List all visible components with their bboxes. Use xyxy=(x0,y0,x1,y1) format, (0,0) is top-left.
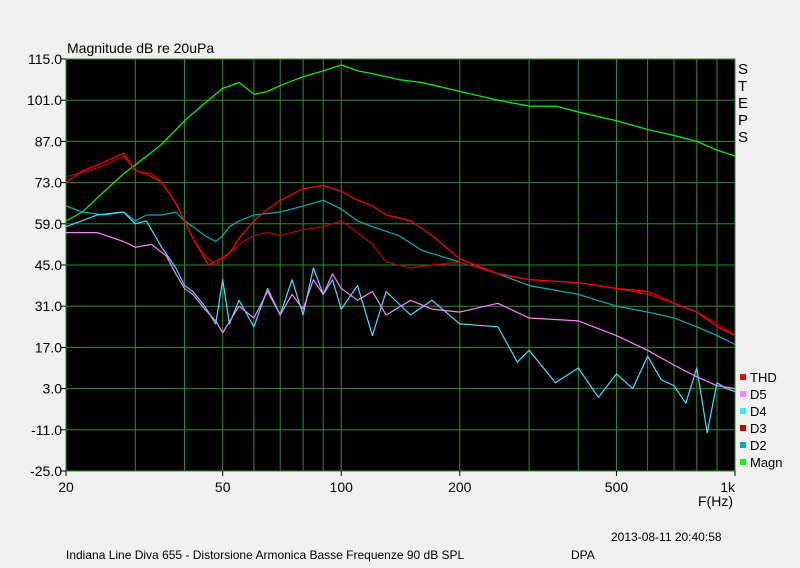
legend-label-d5: D5 xyxy=(750,387,767,402)
y-tick-label: 115.0 xyxy=(28,51,62,67)
y-axis-ticks: 115.0 101.0 87.0 73.0 59.0 45.0 31.0 17.0 3.0 -11… xyxy=(27,51,66,479)
legend-label-magn: Magn xyxy=(750,455,783,470)
x-tick-label: 200 xyxy=(448,479,472,495)
y-tick-label: 59.0 xyxy=(35,216,62,232)
chart-caption: Indiana Line Diva 655 - Distorsione Armo… xyxy=(66,548,465,562)
y-tick-label: 87.0 xyxy=(35,133,62,149)
x-tick-label: 100 xyxy=(330,479,354,495)
x-tick-label: 500 xyxy=(605,479,629,495)
x-tick-label: 50 xyxy=(215,479,231,495)
x-axis-ticks: 20 50 100 200 500 1k xyxy=(58,471,736,495)
series-line-thd xyxy=(65,152,736,337)
steps-letter: E xyxy=(738,95,748,112)
legend-swatch-d4 xyxy=(740,408,746,414)
series-line-d2 xyxy=(65,199,736,346)
chart-title: Magnitude dB re 20uPa xyxy=(67,40,214,56)
y-tick-label: 31.0 xyxy=(35,298,62,314)
steps-letter: P xyxy=(738,112,748,129)
legend-swatch-d5 xyxy=(740,391,746,397)
y-tick-label: 3.0 xyxy=(43,381,63,397)
steps-letter: T xyxy=(738,78,747,95)
series-line-d5 xyxy=(66,232,736,390)
x-axis-label: F(Hz) xyxy=(698,493,733,509)
legend-label-d4: D4 xyxy=(750,404,767,419)
legend-swatch-thd xyxy=(740,374,746,380)
y-tick-label: -25.0 xyxy=(30,463,62,479)
legend-label-d3: D3 xyxy=(750,421,767,436)
legend-swatch-d3 xyxy=(740,425,746,431)
series-group xyxy=(65,64,736,434)
steps-letter: S xyxy=(738,61,748,78)
x-tick-label: 1k xyxy=(720,479,736,495)
y-tick-label: 45.0 xyxy=(35,257,62,273)
source-label: DPA xyxy=(571,548,595,562)
legend-swatch-d2 xyxy=(740,442,746,448)
y-tick-label: 73.0 xyxy=(35,175,62,191)
legend-swatch-magn xyxy=(740,459,746,465)
series-line-d4 xyxy=(65,211,736,434)
timestamp: 2013-08-11 20:40:58 xyxy=(611,530,722,544)
y-tick-label: -11.0 xyxy=(31,422,62,438)
y-tick-label: 17.0 xyxy=(35,339,62,355)
series-line-magn xyxy=(65,64,736,222)
legend: THD D5 D4 D3 D2 Magn xyxy=(740,370,783,470)
legend-label-thd: THD xyxy=(750,370,777,385)
x-tick-label: 20 xyxy=(58,479,74,495)
legend-label-d2: D2 xyxy=(750,438,767,453)
y-tick-label: 101.0 xyxy=(27,92,62,108)
steps-letter: S xyxy=(738,129,748,146)
grid xyxy=(65,58,736,472)
